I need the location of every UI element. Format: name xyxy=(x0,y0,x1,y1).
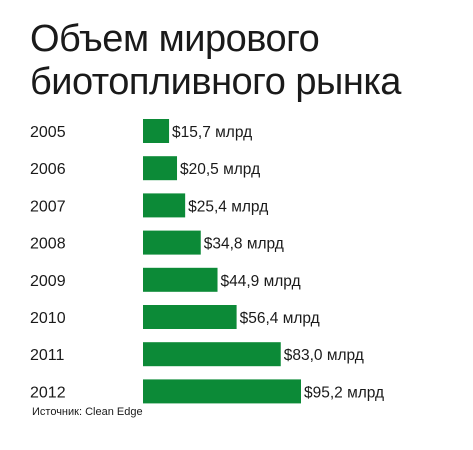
value-label-2008: $34,8 млрд xyxy=(204,236,284,253)
bar-2006 xyxy=(143,156,178,181)
category-label-2007: 2007 xyxy=(30,198,66,215)
value-label-2011: $83,0 млрд xyxy=(284,347,364,364)
value-label-2012: $95,2 млрд xyxy=(304,384,384,401)
bar-2011 xyxy=(143,342,281,367)
value-label-2005: $15,7 млрд xyxy=(172,124,252,141)
bar-2005 xyxy=(143,119,170,143)
bar-2007 xyxy=(143,193,186,218)
category-label-2010: 2010 xyxy=(30,310,66,327)
category-label-2011: 2011 xyxy=(30,347,65,364)
bar-2009 xyxy=(143,267,218,292)
value-label-2006: $20,5 млрд xyxy=(180,161,260,178)
category-label-2009: 2009 xyxy=(30,273,66,290)
value-label-2007: $25,4 млрд xyxy=(188,198,268,215)
category-label-2006: 2006 xyxy=(30,161,66,178)
value-label-2009: $44,9 млрд xyxy=(221,273,301,290)
bar-2010 xyxy=(143,305,237,329)
bar-2012 xyxy=(143,379,301,404)
chart-title-line-2: биотопливного рынка xyxy=(30,61,401,103)
source-note: Источник: Clean Edge xyxy=(32,406,143,418)
value-label-2010: $56,4 млрд xyxy=(240,310,320,327)
chart-title-line-1: Объем мирового xyxy=(30,18,320,60)
category-label-2012: 2012 xyxy=(30,384,66,401)
chart-title: Объем мирового биотопливного рынка xyxy=(30,18,460,104)
bar-2008 xyxy=(143,230,201,255)
category-label-2008: 2008 xyxy=(30,236,66,253)
category-label-2005: 2005 xyxy=(30,124,66,141)
